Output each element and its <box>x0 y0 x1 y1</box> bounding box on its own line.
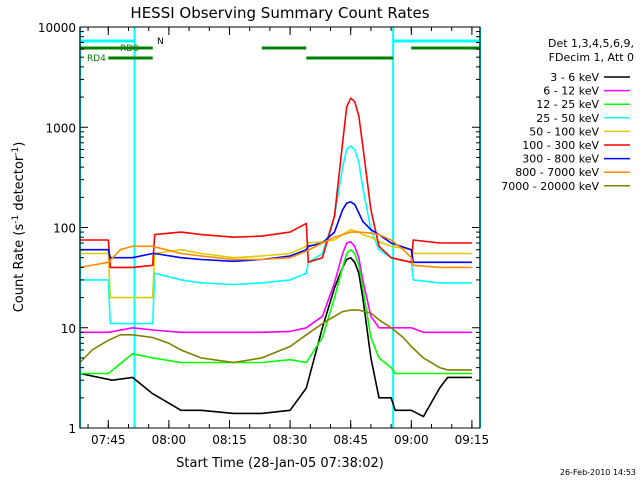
plot-frame <box>79 26 481 429</box>
legend-header-line-2: FDecim 1, Att 0 <box>549 51 634 64</box>
legend-label-0: 3 - 6 keV <box>550 71 599 84</box>
legend-header-line-1: Det 1,3,4,5,6,9, <box>548 37 634 50</box>
y-tick-label-3: 1000 <box>45 121 76 135</box>
series-line-8 <box>79 309 472 371</box>
y-tick-label-4: 10000 <box>38 21 76 35</box>
y-axis-label-sup1: -1 <box>11 215 21 224</box>
y-axis-label-sup2: -1 <box>11 147 21 156</box>
legend-label-4: 50 - 100 keV <box>529 125 599 138</box>
flag-n-label: N <box>157 37 164 47</box>
legend-label-6: 300 - 800 keV <box>522 153 599 166</box>
y-axis-label: Count Rate (s-1 detector-1) <box>11 142 27 313</box>
y-axis-label-end: ) <box>12 142 27 147</box>
series-line-4 <box>80 228 472 299</box>
legend-label-7: 800 - 7000 keV <box>515 166 599 179</box>
series-line-2 <box>80 248 472 375</box>
legend-label-5: 100 - 300 keV <box>522 139 599 152</box>
series-line-1 <box>80 241 472 334</box>
y-axis-label-mid: detector <box>12 155 27 215</box>
x-tick-label-0: 07:45 <box>91 433 126 447</box>
y-tick-label-1: 10 <box>61 322 76 336</box>
legend-label-2: 12 - 25 keV <box>536 98 599 111</box>
x-tick-label-2: 08:15 <box>212 433 247 447</box>
legend-label-8: 7000 - 20000 keV <box>501 180 599 193</box>
flag-rd4-label: RD4 <box>87 54 106 64</box>
series-line-7 <box>79 231 472 269</box>
chart-title: HESSI Observing Summary Count Rates <box>130 4 429 22</box>
series-line-0 <box>79 256 472 418</box>
x-axis-label: Start Time (28-Jan-05 07:38:02) <box>176 456 384 471</box>
series-line-5 <box>80 97 472 269</box>
x-tick-label-4: 08:45 <box>333 433 368 447</box>
legend-label-1: 6 - 12 keV <box>543 85 599 98</box>
x-tick-label-3: 08:30 <box>273 433 308 447</box>
x-tick-label-5: 09:00 <box>394 433 429 447</box>
footer-date: 26-Feb-2010 14:53 <box>560 468 636 477</box>
y-tick-label-2: 100 <box>53 222 76 236</box>
y-tick-label-0: 1 <box>68 422 76 436</box>
plot-area: N RD0 RD4 07:45 08:00 08:15 08:30 08:45 09:00 09:… <box>38 21 489 447</box>
x-tick-label-1: 08:00 <box>152 433 187 447</box>
y-axis-label-main: Count Rate (s <box>12 224 27 313</box>
x-tick-label-6: 09:15 <box>455 433 490 447</box>
legend-label-3: 25 - 50 keV <box>536 112 599 125</box>
flag-rd0-label: RD0 <box>120 44 139 54</box>
